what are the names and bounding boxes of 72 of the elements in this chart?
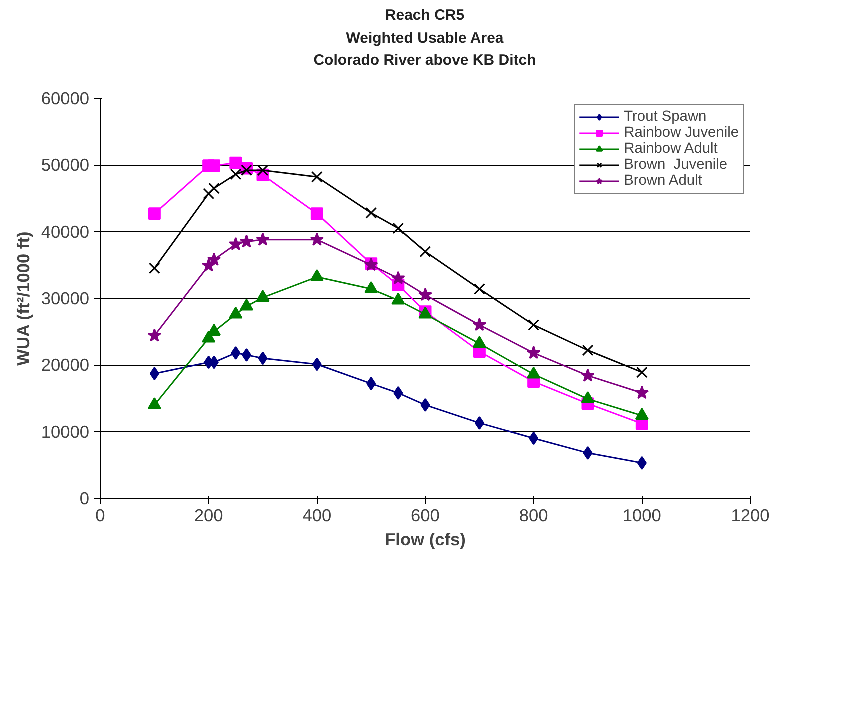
y-tick-label: 30000: [41, 288, 90, 308]
y-tick-label: 40000: [41, 221, 90, 242]
y-axis-title: WUA (ft²/1000 ft): [13, 231, 34, 366]
point: [581, 390, 595, 403]
x-tick-label: 0: [96, 505, 106, 525]
point: [241, 164, 252, 176]
x-tick-label: 400: [302, 505, 332, 525]
point: [394, 386, 404, 400]
y-tick-label: 0: [80, 488, 90, 508]
point: [229, 306, 243, 318]
legend-label: Rainbow Adult: [624, 140, 718, 156]
point: [230, 168, 242, 180]
point: [582, 344, 594, 356]
point: [311, 170, 323, 182]
point: [472, 336, 486, 348]
legend-label: Trout Spawn: [624, 108, 707, 124]
point: [230, 156, 242, 169]
point: [581, 368, 595, 382]
x-tick-label: 800: [519, 505, 548, 525]
point: [310, 232, 324, 246]
point: [366, 206, 378, 218]
point: [310, 207, 324, 220]
point: [527, 366, 541, 378]
point: [256, 232, 270, 246]
point: [528, 318, 540, 330]
point: [228, 236, 243, 250]
point: [392, 292, 406, 304]
point: [418, 287, 432, 301]
point: [636, 366, 648, 378]
legend-label: Brown Juvenile: [624, 156, 728, 172]
point: [148, 396, 162, 409]
legend-label: Brown Adult: [624, 172, 702, 188]
point: [208, 324, 221, 336]
point: [148, 207, 161, 220]
y-tick-label: 50000: [41, 154, 90, 175]
point: [148, 328, 162, 342]
point: [529, 431, 539, 445]
y-tick-label: 20000: [41, 354, 90, 375]
point: [391, 270, 406, 284]
point: [420, 398, 430, 412]
point: [474, 416, 484, 430]
point: [258, 351, 268, 365]
point: [635, 408, 649, 420]
x-tick-label: 1000: [622, 505, 662, 525]
x-tick-label: 200: [194, 505, 224, 525]
point: [392, 222, 404, 234]
point: [583, 446, 593, 460]
legend-label: Rainbow Juvenile: [624, 124, 739, 140]
point: [366, 376, 376, 390]
x-axis-title: Flow (cfs): [385, 529, 466, 549]
point: [474, 282, 486, 294]
x-tick-label: 1200: [731, 505, 770, 525]
point: [526, 345, 541, 359]
point: [420, 246, 432, 258]
y-tick-label: 60000: [41, 88, 90, 108]
point: [150, 366, 160, 380]
point: [637, 456, 647, 470]
point: [148, 262, 160, 274]
point: [240, 234, 254, 248]
point: [207, 252, 222, 266]
point: [208, 182, 220, 194]
point: [240, 298, 254, 310]
point: [203, 188, 215, 200]
point: [312, 357, 322, 371]
point: [231, 346, 241, 360]
x-tick-label: 600: [411, 505, 440, 525]
y-tick-label: 10000: [41, 421, 90, 442]
point: [256, 290, 270, 302]
point: [472, 317, 487, 331]
chart-title: Reach CR5 Weighted Usable Area Colorado River above KB Ditch: [314, 6, 536, 71]
point: [208, 159, 220, 172]
point: [635, 385, 650, 399]
